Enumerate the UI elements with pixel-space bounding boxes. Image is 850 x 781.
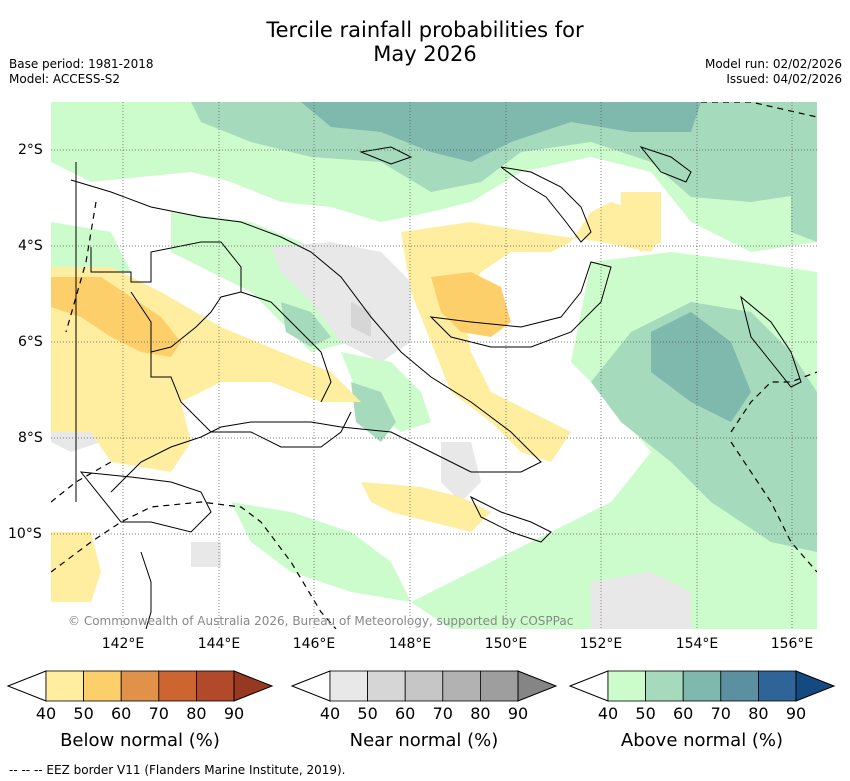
below-colorbar-tick: 70 <box>148 704 169 723</box>
colorbar-below <box>6 670 274 702</box>
lon-tick-150e: 150°E <box>484 636 528 652</box>
lon-tick-146e: 146°E <box>292 636 336 652</box>
near-colorbar-tick: 80 <box>470 704 491 723</box>
near-colorbar-tick: 60 <box>395 704 416 723</box>
lat-tick-6s: 6°S <box>18 334 43 350</box>
credit-text: © Commonwealth of Australia 2026, Bureau… <box>68 614 573 628</box>
above-colorbar-tick: 70 <box>710 704 731 723</box>
eez-footer: -- -- -- EEZ border V11 (Flanders Marine… <box>9 763 346 777</box>
run-info: Model run: 02/02/2026 Issued: 04/02/2026 <box>705 57 842 87</box>
lon-tick-154e: 154°E <box>675 636 719 652</box>
above-colorbar-segment <box>645 670 684 702</box>
title-line-2: May 2026 <box>373 42 477 66</box>
above-colorbar-tick: 90 <box>785 704 807 723</box>
lon-tick-152e: 152°E <box>579 636 623 652</box>
below-colorbar-min-arrow <box>6 670 47 702</box>
above-colorbar-tick: 60 <box>673 704 694 723</box>
near-colorbar-segment <box>367 670 406 702</box>
below-colorbar-tick: 60 <box>111 704 132 723</box>
above-normal-label: Above normal (%) <box>620 730 784 751</box>
below-colorbar-max-arrow <box>233 670 274 702</box>
lon-tick-156e: 156°E <box>770 636 814 652</box>
above-colorbar-tick: 40 <box>597 704 619 723</box>
near-colorbar-tick: 90 <box>507 704 529 723</box>
below-colorbar-segment <box>45 670 84 702</box>
near-colorbar-segment <box>329 670 368 702</box>
above-colorbar-segment <box>682 670 722 702</box>
below-colorbar-tick: 90 <box>223 704 245 723</box>
model-info: Base period: 1981-2018 Model: ACCESS-S2 <box>9 57 154 87</box>
gridlines <box>51 102 817 629</box>
near-normal-label: Near normal (%) <box>349 730 499 751</box>
borders <box>75 162 352 502</box>
lat-tick-2s: 2°S <box>18 142 43 158</box>
above-colorbar-segment <box>607 670 646 702</box>
above-colorbar-tick: 50 <box>635 704 656 723</box>
base-period: Base period: 1981-2018 <box>9 57 154 71</box>
colorbar-near <box>290 670 558 702</box>
lon-tick-148e: 148°E <box>388 636 432 652</box>
lat-tick-10s: 10°S <box>8 526 42 542</box>
near-colorbar-segment <box>404 670 444 702</box>
near-colorbar-segment <box>479 670 519 702</box>
above-colorbar-min-arrow <box>568 670 609 702</box>
below-colorbar-tick: 50 <box>73 704 94 723</box>
below-normal-label: Below normal (%) <box>60 730 220 751</box>
near-colorbar-min-arrow <box>290 670 331 702</box>
below-colorbar-segment <box>120 670 160 702</box>
near-colorbar-tick: 50 <box>357 704 378 723</box>
near-colorbar-tick: 70 <box>432 704 453 723</box>
lat-tick-4s: 4°S <box>18 238 43 254</box>
lat-tick-8s: 8°S <box>18 430 43 446</box>
near-colorbar-max-arrow <box>517 670 558 702</box>
lon-tick-144e: 144°E <box>197 636 241 652</box>
lon-tick-142e: 142°E <box>101 636 145 652</box>
colorbar-above <box>568 670 836 702</box>
below-colorbar-segment <box>195 670 235 702</box>
above-colorbar-max-arrow <box>795 670 836 702</box>
below-colorbar-tick: 80 <box>186 704 207 723</box>
colorbars <box>6 670 836 702</box>
above-colorbar-tick: 80 <box>748 704 769 723</box>
near-colorbar-segment <box>442 670 481 702</box>
below-colorbar-tick: 40 <box>35 704 57 723</box>
probability-map: © Commonwealth of Australia 2026, Bureau… <box>51 102 817 629</box>
map-title: Tercile rainfall probabilities for May 2… <box>0 18 850 66</box>
below-colorbar-segment <box>158 670 197 702</box>
model-name: Model: ACCESS-S2 <box>9 72 121 86</box>
above-colorbar-segment <box>758 670 797 702</box>
below-colorbar-segment <box>83 670 122 702</box>
title-line-1: Tercile rainfall probabilities for <box>266 18 584 42</box>
eez-borders <box>51 102 817 629</box>
model-run-date: Model run: 02/02/2026 <box>704 57 842 71</box>
above-colorbar-segment <box>720 670 759 702</box>
below-normal-mid <box>51 272 511 357</box>
issued-date: Issued: 04/02/2026 <box>726 72 842 86</box>
near-colorbar-tick: 40 <box>319 704 341 723</box>
